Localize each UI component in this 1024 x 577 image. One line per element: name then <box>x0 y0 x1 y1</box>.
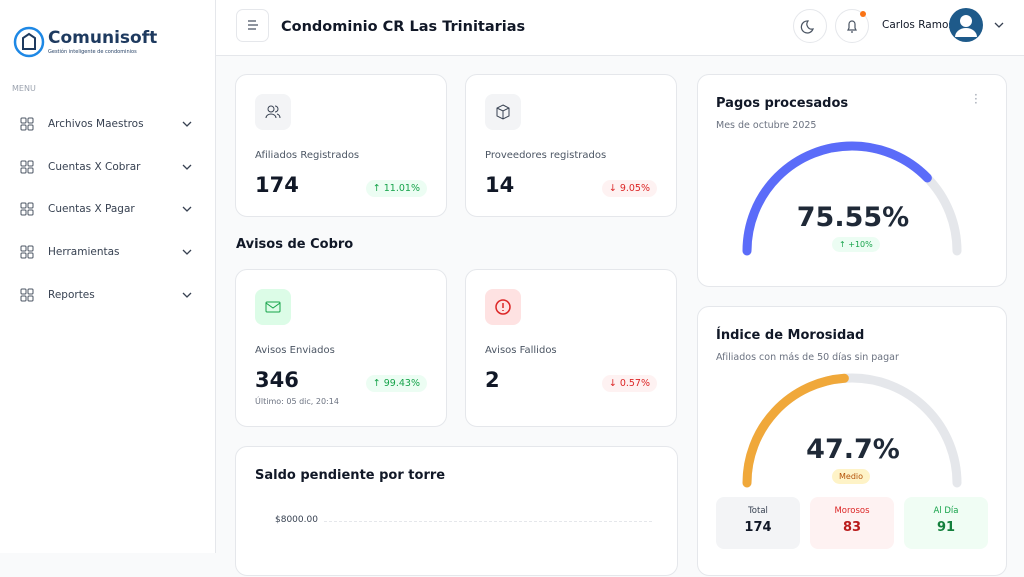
gauge-track <box>742 141 962 256</box>
stat-card: Avisos Enviados 346 99.43% Último: 05 dic… <box>235 269 447 427</box>
more-menu[interactable]: · · · <box>974 88 978 110</box>
stat-value: 2 <box>485 368 500 392</box>
stat-card: Afiliados Registrados 174 11.01% <box>235 74 447 217</box>
y-tick-label: $8000.00 <box>275 515 318 525</box>
stat-card: Avisos Fallidos 2 0.57% <box>465 269 677 427</box>
brand: Comunisoft <box>48 28 158 48</box>
delinquency-card: Índice de Morosidad Afiliados con más de… <box>697 306 1007 576</box>
card-title: Índice de Morosidad <box>716 328 865 343</box>
menu-item[interactable]: Cuentas X Cobrar <box>20 157 192 177</box>
gauge <box>742 141 962 256</box>
card-title: Saldo pendiente por torre <box>255 468 446 483</box>
sidebar: Comunisoft Gestión inteligente de condom… <box>0 0 216 553</box>
menu-toggle[interactable] <box>236 9 269 42</box>
summary-label: Morosos <box>834 506 870 516</box>
summary-label: Total <box>748 506 768 516</box>
card-subtitle: Mes de octubre 2025 <box>716 120 817 131</box>
stat-label: Proveedores registrados <box>485 150 607 161</box>
gauge-label: 47.7% <box>806 434 900 465</box>
menu-item-label: Archivos Maestros <box>48 118 144 130</box>
menu-item-label: Herramientas <box>48 246 120 259</box>
theme-toggle[interactable] <box>793 9 827 43</box>
gauge-track <box>742 373 962 488</box>
section-title: Avisos de Cobro <box>236 237 354 252</box>
page-title: Condominio CR Las Trinitarias <box>281 19 526 35</box>
grid-line <box>324 521 652 522</box>
summary-value: 83 <box>842 520 862 535</box>
gauge-label: 75.55% <box>796 202 910 233</box>
logo <box>13 26 45 58</box>
stat-value: 174 <box>255 173 299 197</box>
menu-label: MENU <box>12 84 36 93</box>
summary-box: Morosos 83 <box>810 497 894 549</box>
gauge-fill <box>742 373 962 488</box>
summary-box: Al Día 91 <box>904 497 988 549</box>
summary-label: Al Día <box>933 506 959 516</box>
summary-box: Total 174 <box>716 497 800 549</box>
card-title: Pagos procesados <box>716 96 849 111</box>
stat-label: Avisos Enviados <box>255 345 335 356</box>
menu-item[interactable]: Reportes <box>20 285 192 305</box>
gauge-badge: +10% <box>832 237 880 252</box>
gauge-fill <box>742 141 962 256</box>
summary-value: 174 <box>744 520 772 535</box>
topbar: Condominio CR Las Trinitarias Carlos Ram… <box>216 0 1024 56</box>
menu-item-label: Cuentas X Pagar <box>48 203 135 216</box>
menu-item-label: Cuentas X Cobrar <box>48 160 141 173</box>
stat-change: 9.05% <box>601 180 657 197</box>
menu-item[interactable]: Herramientas <box>20 242 192 262</box>
stat-change: 0.57% <box>601 375 657 392</box>
stat-change: 11.01% <box>365 180 427 197</box>
gauge <box>742 373 962 488</box>
user-name[interactable]: Carlos Ramos <box>882 19 954 31</box>
user-avatar[interactable] <box>949 8 1009 42</box>
menu-item[interactable]: Archivos Maestros <box>20 114 192 134</box>
stat-value: 14 <box>485 173 515 197</box>
summary-value: 91 <box>936 520 956 535</box>
balance-card: Saldo pendiente por torre $8000.00 <box>235 446 678 576</box>
stat-value: 346 <box>255 368 299 392</box>
stat-label: Avisos Fallidos <box>485 345 557 356</box>
stat-change: 99.43% <box>365 375 427 392</box>
card-subtitle: Afiliados con más de 50 días sin pagar <box>716 352 899 363</box>
tagline: Gestión inteligente de condominios <box>48 49 137 55</box>
stat-note: Último: 05 dic, 20:14 <box>255 397 339 406</box>
payments-card: Pagos procesados Mes de octubre 2025 · · ·… <box>697 74 1007 287</box>
gauge-badge: Medio <box>832 469 871 484</box>
notifications[interactable] <box>835 9 869 43</box>
page: Comunisoft Gestión inteligente de condom… <box>0 0 1024 553</box>
stat-card: Proveedores registrados 14 9.05% <box>465 74 677 217</box>
menu-item[interactable]: Cuentas X Pagar <box>20 199 192 219</box>
stat-label: Afiliados Registrados <box>255 150 360 161</box>
menu-item-label: Reportes <box>48 288 95 301</box>
